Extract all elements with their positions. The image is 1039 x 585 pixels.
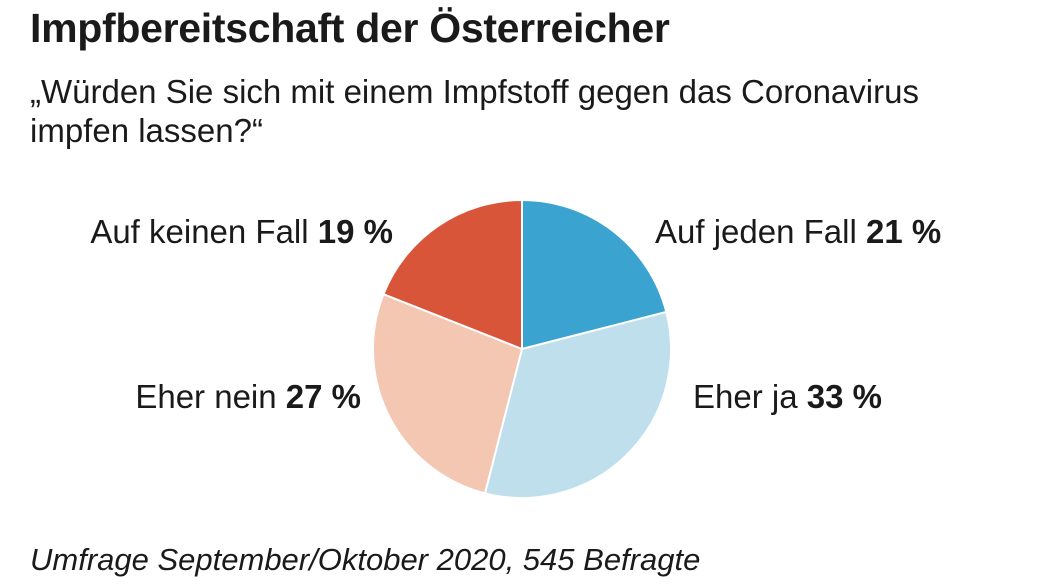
slice-value-label: 33 % <box>806 378 882 415</box>
pie-slice-auf-keinen-fall <box>382 199 523 350</box>
slice-label-eher-ja: Eher ja 33 % <box>693 377 882 417</box>
pie-slice-auf-jeden-fall <box>521 199 668 350</box>
slice-label-text: Auf keinen Fall <box>90 213 309 250</box>
source-note: Umfrage September/Oktober 2020, 545 Befr… <box>30 542 701 577</box>
slice-label-auf-keinen-fall: Auf keinen Fall 19 % <box>90 212 393 252</box>
slice-value-label: 21 % <box>865 213 942 250</box>
pie-slice-eher-ja <box>483 310 672 499</box>
slice-label-text: Eher ja <box>693 378 798 415</box>
slice-value-label: 27 % <box>285 378 361 415</box>
chart-subtitle: „Würden Sie sich mit einem Impfstoff geg… <box>30 73 919 149</box>
pie-slice-eher-nein <box>372 293 523 495</box>
slice-label-text: Eher nein <box>135 378 277 415</box>
slice-value-label: 19 % <box>317 213 393 250</box>
slice-label-eher-nein: Eher nein 27 % <box>135 377 361 417</box>
slice-label-text: Auf jeden Fall <box>655 213 857 250</box>
slice-label-auf-jeden-fall: Auf jeden Fall 21 % <box>655 212 941 252</box>
chart-title: Impfbereitschaft der Österreicher <box>30 5 670 51</box>
